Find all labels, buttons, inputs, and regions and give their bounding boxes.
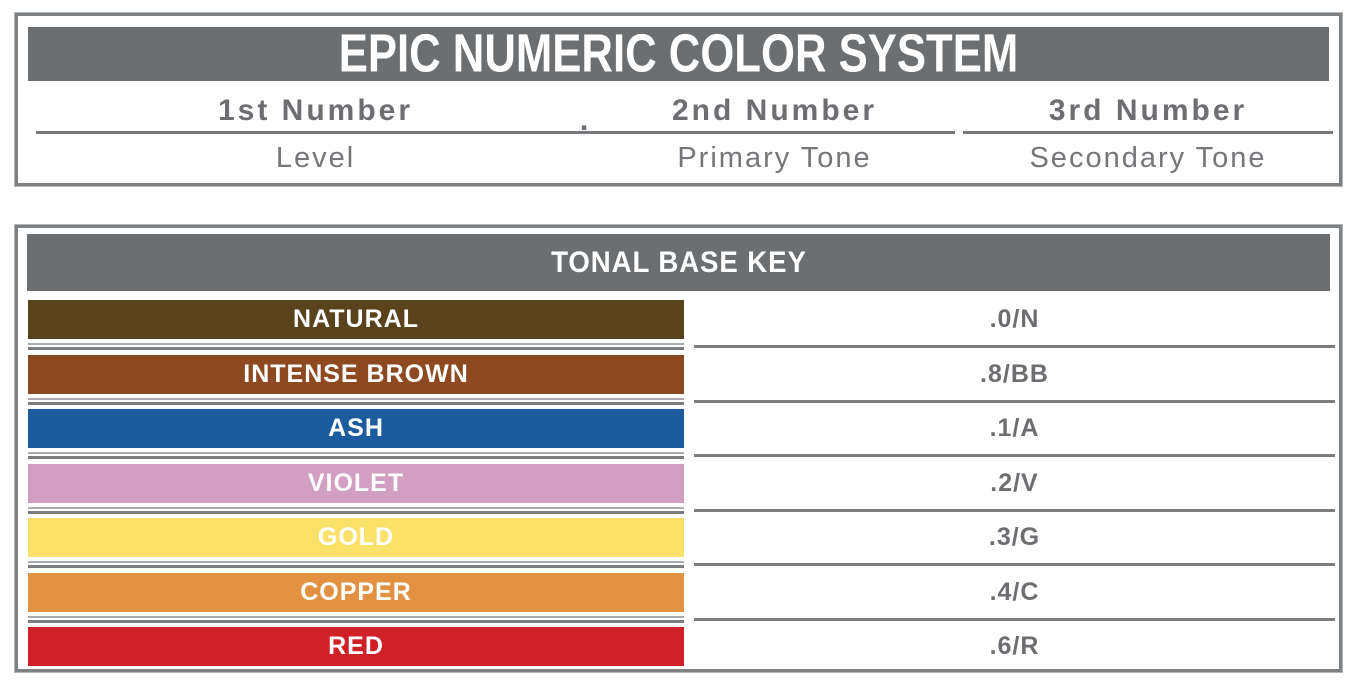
row-divider-left bbox=[28, 506, 684, 514]
row-divider-left bbox=[28, 615, 684, 623]
column-3rd-number-label: 3rd Number bbox=[1048, 94, 1248, 127]
key-title: TONAL BASE KEY bbox=[550, 245, 807, 279]
row-divider-left bbox=[28, 343, 684, 350]
row-divider-left bbox=[28, 452, 684, 459]
row-divider-left bbox=[28, 561, 684, 568]
tone-code: .4/C bbox=[989, 577, 1040, 606]
tonal-base-key-box: TONAL BASE KEY NATURAL .0/N INTENSE BROW… bbox=[15, 225, 1342, 672]
column-3-tone-label: Secondary Tone bbox=[1029, 142, 1267, 174]
tone-label: VIOLET bbox=[307, 468, 405, 497]
column-2-underline bbox=[594, 131, 955, 134]
tonal-row-ash: ASH .1/A bbox=[28, 409, 1335, 464]
column-3-underline bbox=[963, 131, 1333, 134]
row-divider-right bbox=[694, 508, 1335, 512]
tonal-row-intense-brown: INTENSE BROWN .8/BB bbox=[28, 354, 1335, 410]
tonal-row-gold: GOLD .3/G bbox=[28, 518, 1335, 573]
tone-label: GOLD bbox=[317, 523, 395, 551]
tonal-row-violet: VIOLET .2/V bbox=[28, 463, 1335, 519]
column-1-underline bbox=[36, 131, 595, 134]
decimal-separator: . bbox=[579, 102, 589, 137]
row-divider-right bbox=[694, 454, 1335, 457]
color-swatch-gold: GOLD bbox=[28, 518, 684, 557]
tone-code: .2/V bbox=[990, 468, 1039, 497]
tone-label: COPPER bbox=[300, 577, 412, 606]
row-divider-left bbox=[28, 397, 684, 405]
color-swatch-ash: ASH bbox=[28, 409, 684, 448]
color-swatch-violet: VIOLET bbox=[28, 463, 684, 503]
row-divider-right bbox=[694, 617, 1335, 621]
row-divider-right bbox=[694, 563, 1335, 566]
row-divider-right bbox=[694, 399, 1335, 403]
tonal-row-red: RED .6/R bbox=[28, 627, 1335, 682]
color-swatch-natural: NATURAL bbox=[28, 300, 684, 339]
column-2-tone-label: Primary Tone bbox=[677, 142, 872, 174]
numeric-system-box: EPIC NUMERIC COLOR SYSTEM 1st Number 2nd… bbox=[15, 13, 1342, 186]
tone-code: .3/G bbox=[988, 523, 1041, 551]
tonal-row-copper: COPPER .4/C bbox=[28, 572, 1335, 628]
color-swatch-copper: COPPER bbox=[28, 572, 684, 612]
tone-label: RED bbox=[328, 632, 384, 660]
column-1st-number-label: 1st Number bbox=[217, 94, 414, 127]
tone-label: NATURAL bbox=[293, 305, 419, 333]
color-swatch-red: RED bbox=[28, 627, 684, 666]
tone-code: .0/N bbox=[989, 305, 1040, 333]
tone-code: .6/R bbox=[989, 632, 1040, 660]
tone-code: .8/BB bbox=[980, 359, 1049, 388]
column-1-tone-label: Level bbox=[275, 142, 356, 174]
tone-label: INTENSE BROWN bbox=[243, 359, 469, 388]
row-divider-right bbox=[694, 345, 1335, 348]
color-swatch-intense-brown: INTENSE BROWN bbox=[28, 354, 684, 394]
column-2nd-number-label: 2nd Number bbox=[671, 94, 878, 127]
tone-code: .1/A bbox=[989, 414, 1040, 442]
title-bar: EPIC NUMERIC COLOR SYSTEM bbox=[28, 27, 1329, 81]
page-title: EPIC NUMERIC COLOR SYSTEM bbox=[338, 27, 1019, 81]
tonal-row-natural: NATURAL .0/N bbox=[28, 300, 1335, 355]
tone-label: ASH bbox=[328, 414, 384, 442]
key-title-bar: TONAL BASE KEY bbox=[27, 234, 1330, 291]
